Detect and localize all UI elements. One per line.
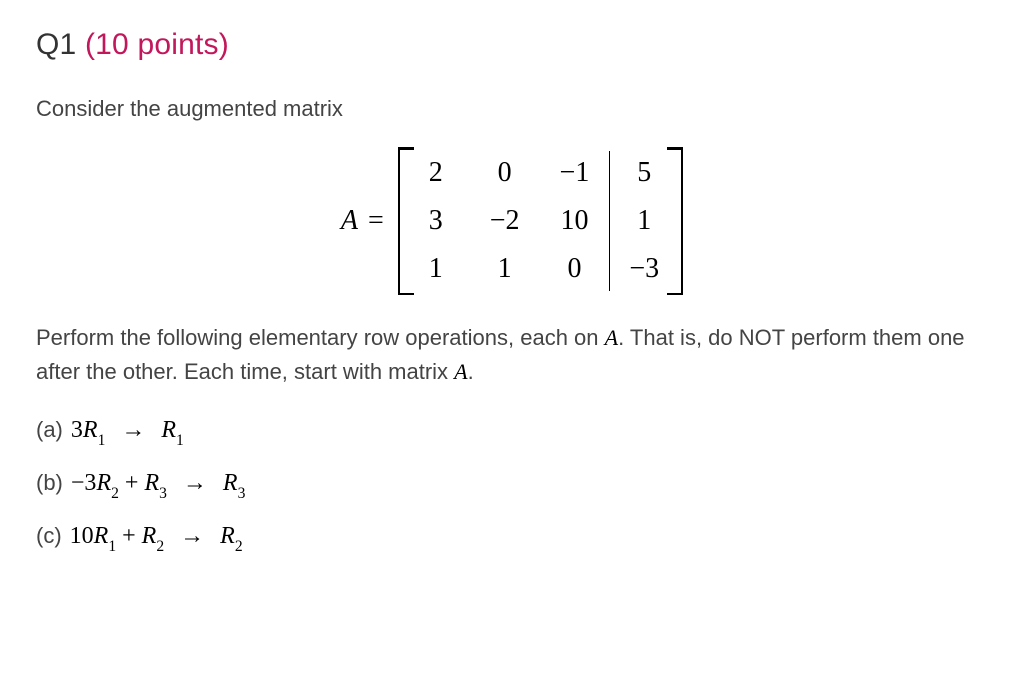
matrix-cell: 10 xyxy=(560,205,590,237)
sub: 2 xyxy=(111,485,119,502)
sub: 2 xyxy=(156,538,164,555)
arrow-icon: → xyxy=(121,417,145,443)
matrix-grid: 2 0 −1 5 3 −2 10 1 1 1 0 −3 xyxy=(414,147,667,295)
part-c: (c) 10R1 + R2 → R2 xyxy=(36,523,988,554)
coef: 10 xyxy=(70,523,94,549)
R: R xyxy=(94,523,109,549)
matrix-equation: A = 2 0 −1 5 3 −2 10 1 1 1 0 −3 xyxy=(341,147,683,295)
question-page: Q1 (10 points) Consider the augmented ma… xyxy=(0,0,1024,554)
matrix-cell: −3 xyxy=(629,253,659,285)
sub: 1 xyxy=(176,432,184,449)
part-label: (c) xyxy=(36,523,62,549)
matrix-lhs: A xyxy=(341,205,358,237)
matrix-cell: 1 xyxy=(490,253,520,285)
part-label: (a) xyxy=(36,417,63,443)
part-b: (b) −3R2 + R3 → R3 xyxy=(36,470,988,501)
R: R xyxy=(223,470,238,496)
R: R xyxy=(142,523,157,549)
matrix-cell: 3 xyxy=(422,205,450,237)
part-label: (b) xyxy=(36,470,63,496)
R: R xyxy=(144,470,159,496)
matrix-cell: 2 xyxy=(422,157,450,189)
parts-list: (a) 3R1 → R1 (b) −3R2 + R3 → R3 (c) 10R1… xyxy=(36,417,988,553)
instruction-text: Perform the following elementary row ope… xyxy=(36,321,988,389)
sub: 1 xyxy=(98,432,106,449)
left-bracket xyxy=(398,147,414,295)
instruction-var: A xyxy=(605,325,618,350)
question-header: Q1 (10 points) xyxy=(36,28,988,62)
sub: 3 xyxy=(159,485,167,502)
intro-text: Consider the augmented matrix xyxy=(36,92,988,125)
coef: 3 xyxy=(71,417,83,443)
plus: + xyxy=(119,470,145,496)
equals-sign: = xyxy=(368,205,384,237)
sub: 2 xyxy=(235,538,243,555)
sub: 3 xyxy=(238,485,246,502)
matrix-cell: 5 xyxy=(629,157,659,189)
R: R xyxy=(161,417,176,443)
matrix-cell: 0 xyxy=(490,157,520,189)
augmented-matrix: 2 0 −1 5 3 −2 10 1 1 1 0 −3 xyxy=(398,147,683,295)
R: R xyxy=(96,470,111,496)
instruction-var: A xyxy=(454,359,467,384)
right-bracket xyxy=(667,147,683,295)
matrix-cell: 0 xyxy=(560,253,590,285)
row-operation: −3R2 + R3 → R3 xyxy=(71,470,246,501)
row-operation: 3R1 → R1 xyxy=(71,417,184,448)
matrix-cell: −2 xyxy=(490,205,520,237)
plus: + xyxy=(116,523,142,549)
row-operation: 10R1 + R2 → R2 xyxy=(70,523,243,554)
R: R xyxy=(220,523,235,549)
arrow-icon: → xyxy=(183,470,207,496)
R: R xyxy=(83,417,98,443)
instruction-post: . xyxy=(468,359,474,384)
augment-separator xyxy=(609,151,611,291)
sub: 1 xyxy=(108,538,116,555)
question-number: Q1 xyxy=(36,28,76,61)
arrow-icon: → xyxy=(180,523,204,549)
matrix-cell: −1 xyxy=(560,157,590,189)
instruction-pre: Perform the following elementary row ope… xyxy=(36,325,605,350)
matrix-cell: 1 xyxy=(422,253,450,285)
coef: −3 xyxy=(71,470,97,496)
question-points: (10 points) xyxy=(85,28,229,61)
matrix-cell: 1 xyxy=(629,205,659,237)
matrix-block: A = 2 0 −1 5 3 −2 10 1 1 1 0 −3 xyxy=(36,147,988,295)
part-a: (a) 3R1 → R1 xyxy=(36,417,988,448)
